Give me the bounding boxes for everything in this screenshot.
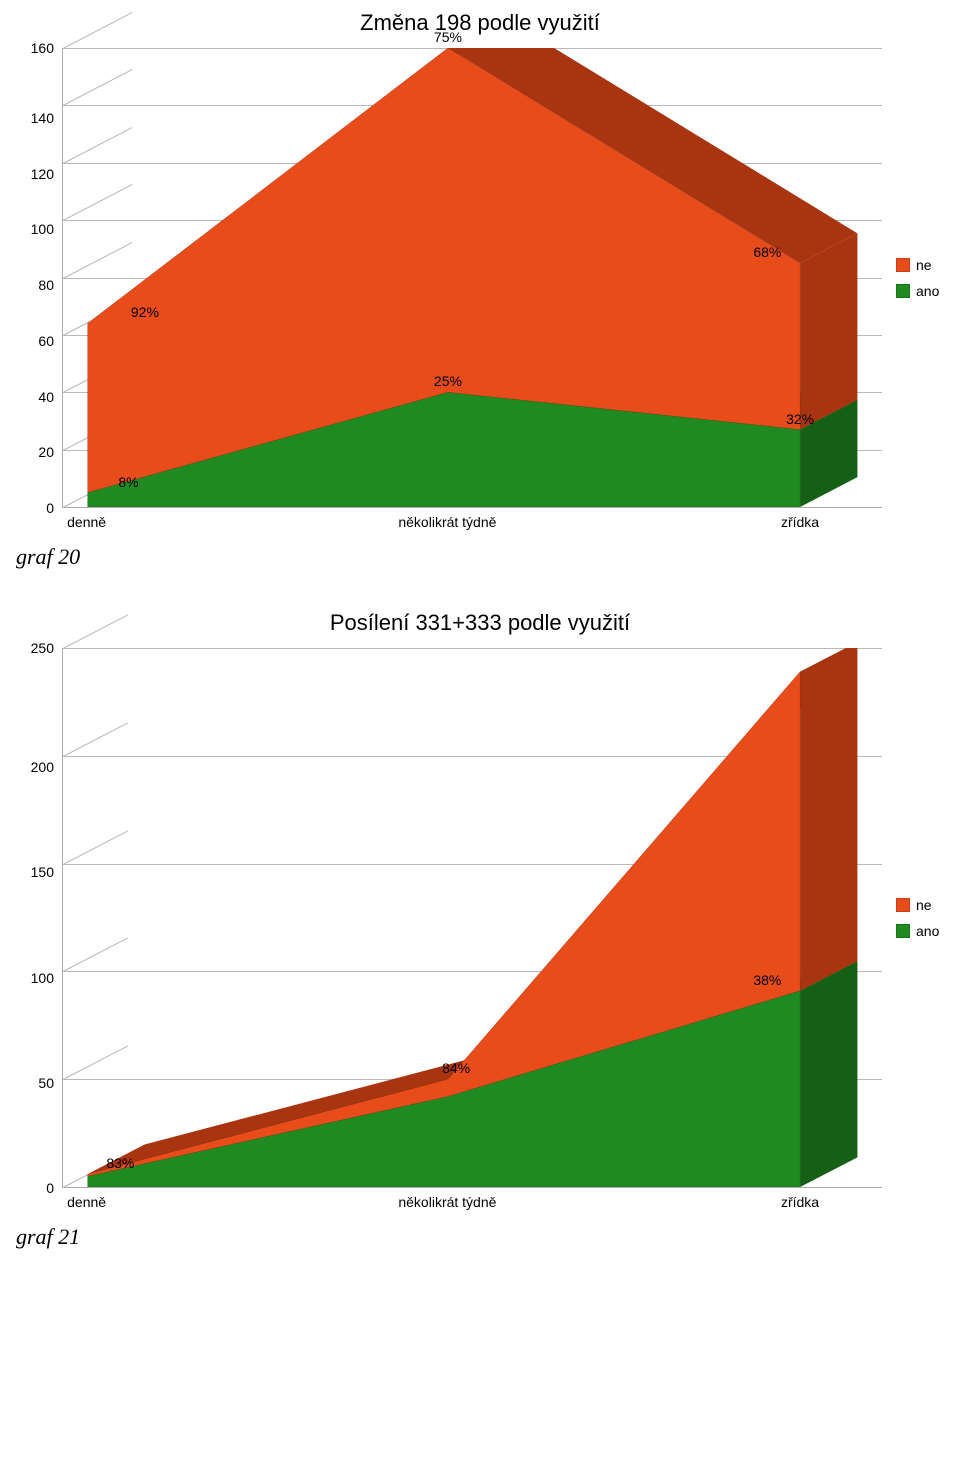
y-tick-label: 200 — [31, 760, 54, 774]
percent-label: 84% — [442, 1060, 470, 1076]
legend-item: ano — [896, 283, 946, 299]
legend-swatch — [896, 258, 910, 272]
chart-1-wrap: 160140120100806040200 92%75%68%25%32%8% — [10, 48, 882, 508]
chart-2-wrap: 250200150100500 38%84%83% — [10, 648, 882, 1188]
x-tick-label: několikrát týdně — [398, 514, 496, 530]
legend-item: ne — [896, 897, 946, 913]
percent-label: 32% — [786, 410, 814, 426]
legend-item: ne — [896, 257, 946, 273]
y-tick-label: 20 — [38, 445, 54, 459]
chart-2-row: 250200150100500 38%84%83% neano — [10, 648, 950, 1188]
chart-2-legend: ne ano — [896, 897, 946, 939]
y-tick-label: 0 — [46, 501, 54, 515]
chart-svg — [63, 648, 882, 1187]
x-tick-label: zřídka — [781, 1194, 819, 1210]
y-tick-label: 120 — [31, 167, 54, 181]
percent-label: 8% — [118, 473, 138, 489]
chart-2-title: Posílení 331+333 podle využití — [10, 610, 950, 636]
legend-swatch — [896, 284, 910, 298]
legend-label: ne — [916, 257, 932, 273]
chart-svg — [63, 48, 882, 507]
chart-1: Změna 198 podle využití 160 140 120 100 80 60… — [10, 10, 950, 570]
percent-label: 68% — [753, 244, 781, 260]
chart-1-x-axis: denně několikrát týdně zřídka — [62, 514, 882, 538]
percent-label: 25% — [434, 373, 462, 389]
chart-1-row: 160140120100806040200 92%75%68%25%32%8% … — [10, 48, 950, 508]
legend-swatch — [896, 924, 910, 938]
x-tick-label: denně — [67, 1194, 106, 1210]
chart-2-x-axis: denně několikrát týdně zřídka — [62, 1194, 882, 1218]
chart-1-legend: ne ano — [896, 257, 946, 299]
chart-1-y-axis: 160140120100806040200 — [10, 48, 62, 508]
chart-1-caption: graf 20 — [16, 544, 950, 570]
y-tick-label: 100 — [31, 222, 54, 236]
y-tick-label: 0 — [46, 1181, 54, 1195]
y-tick-label: 100 — [31, 971, 54, 985]
chart-2-plot: 38% 84% 83% — [62, 648, 882, 1188]
legend-label: ano — [916, 283, 939, 299]
legend-label: ano — [916, 923, 939, 939]
legend-label: ne — [916, 897, 932, 913]
chart-1-plot: 92%75%68%25%32%8% — [62, 48, 882, 508]
y-tick-label: 250 — [31, 641, 54, 655]
chart-2-caption: graf 21 — [16, 1224, 950, 1250]
y-tick-label: 140 — [31, 111, 54, 125]
chart-1-title: Změna 198 podle využití — [10, 10, 950, 36]
y-tick-label: 150 — [31, 865, 54, 879]
x-tick-label: několikrát týdně — [398, 1194, 496, 1210]
legend-swatch — [896, 898, 910, 912]
percent-label: 83% — [106, 1155, 134, 1171]
y-tick-label: 80 — [38, 278, 54, 292]
y-tick-label: 160 — [31, 41, 54, 55]
legend-item: ano — [896, 923, 946, 939]
x-tick-label: zřídka — [781, 514, 819, 530]
y-tick-label: 60 — [38, 334, 54, 348]
chart-2-y-axis: 250200150100500 — [10, 648, 62, 1188]
y-tick-label: 50 — [38, 1076, 54, 1090]
percent-label: 92% — [131, 304, 159, 320]
y-tick-label: 40 — [38, 390, 54, 404]
chart-2: Posílení 331+333 podle využití 250 200 150… — [10, 610, 950, 1250]
percent-label: 38% — [753, 972, 781, 988]
percent-label: 75% — [434, 29, 462, 45]
x-tick-label: denně — [67, 514, 106, 530]
